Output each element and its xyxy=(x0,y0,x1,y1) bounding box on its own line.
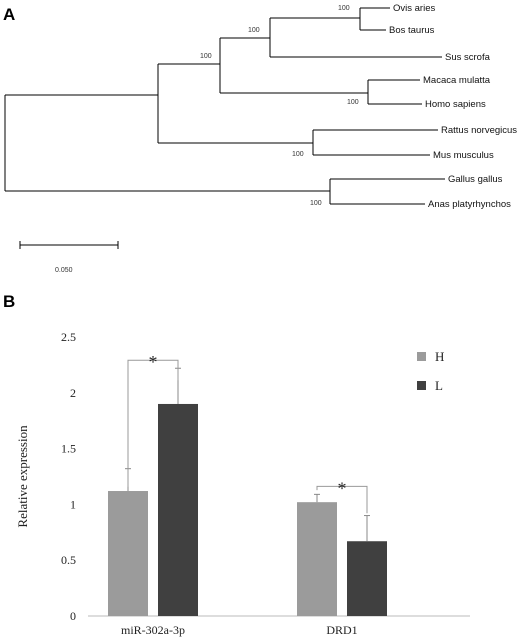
bar-chart: 00.511.522.5 ** miR-302a-3p DRD1 Relative… xyxy=(15,330,470,637)
taxon-mus-musculus: Mus musculus xyxy=(433,150,494,161)
y-tick-label: 2.5 xyxy=(61,330,76,344)
taxon-rattus-norvegicus: Rattus norvegicus xyxy=(441,125,517,136)
bar-l xyxy=(347,541,387,616)
panel-a-letter: A xyxy=(3,5,15,24)
y-tick-label: 0 xyxy=(70,609,76,623)
taxon-gallus-gallus: Gallus gallus xyxy=(448,174,503,185)
significance-star: * xyxy=(338,478,347,498)
bar-l xyxy=(158,403,198,616)
scale-bar: 0.050 xyxy=(19,241,119,274)
legend: HL xyxy=(417,349,444,393)
legend-swatch-l xyxy=(417,381,426,390)
bar-h xyxy=(297,502,337,616)
legend-swatch-h xyxy=(417,352,426,361)
y-tick-label: 1.5 xyxy=(61,442,76,456)
y-axis-ticks: 0 0.5 1 1.5 2 2.5 xyxy=(61,330,76,623)
panel-b-letter: B xyxy=(3,292,15,311)
x-axis-ticks: miR-302a-3p DRD1 xyxy=(121,623,358,637)
significance-star: * xyxy=(149,352,158,372)
taxon-sus-scrofa: Sus scrofa xyxy=(445,52,491,63)
bootstrap-values: 100 100 100 100 100 100 xyxy=(200,5,359,207)
scale-bar-label: 0.050 xyxy=(55,267,73,274)
taxon-macaca-mulatta: Macaca mulatta xyxy=(423,75,491,86)
y-tick-label: 1 xyxy=(70,497,76,511)
significance-brackets: ** xyxy=(127,352,368,514)
legend-label-h: H xyxy=(435,349,444,364)
bootstrap-value: 100 xyxy=(248,27,260,34)
taxon-ovis-aries: Ovis aries xyxy=(393,3,435,14)
y-tick-label: 2 xyxy=(70,386,76,400)
taxon-homo-sapiens: Homo sapiens xyxy=(425,99,486,110)
phylogenetic-tree xyxy=(4,7,445,205)
bars xyxy=(108,403,387,616)
significance-bracket xyxy=(127,359,179,487)
y-axis-label: Relative expression xyxy=(15,425,30,528)
significance-bracket xyxy=(316,485,368,514)
bootstrap-value: 100 xyxy=(200,53,212,60)
taxon-labels: Ovis aries Bos taurus Sus scrofa Macaca … xyxy=(389,3,517,210)
x-tick-label: miR-302a-3p xyxy=(121,623,185,637)
bootstrap-value: 100 xyxy=(347,99,359,106)
x-tick-label: DRD1 xyxy=(326,623,357,637)
taxon-anas-platyrhynchos: Anas platyrhynchos xyxy=(428,199,511,210)
bootstrap-value: 100 xyxy=(292,151,304,158)
bootstrap-value: 100 xyxy=(338,5,350,12)
y-tick-label: 0.5 xyxy=(61,553,76,567)
legend-label-l: L xyxy=(435,378,443,393)
taxon-bos-taurus: Bos taurus xyxy=(389,25,435,36)
bootstrap-value: 100 xyxy=(310,200,322,207)
bar-h xyxy=(108,491,148,616)
